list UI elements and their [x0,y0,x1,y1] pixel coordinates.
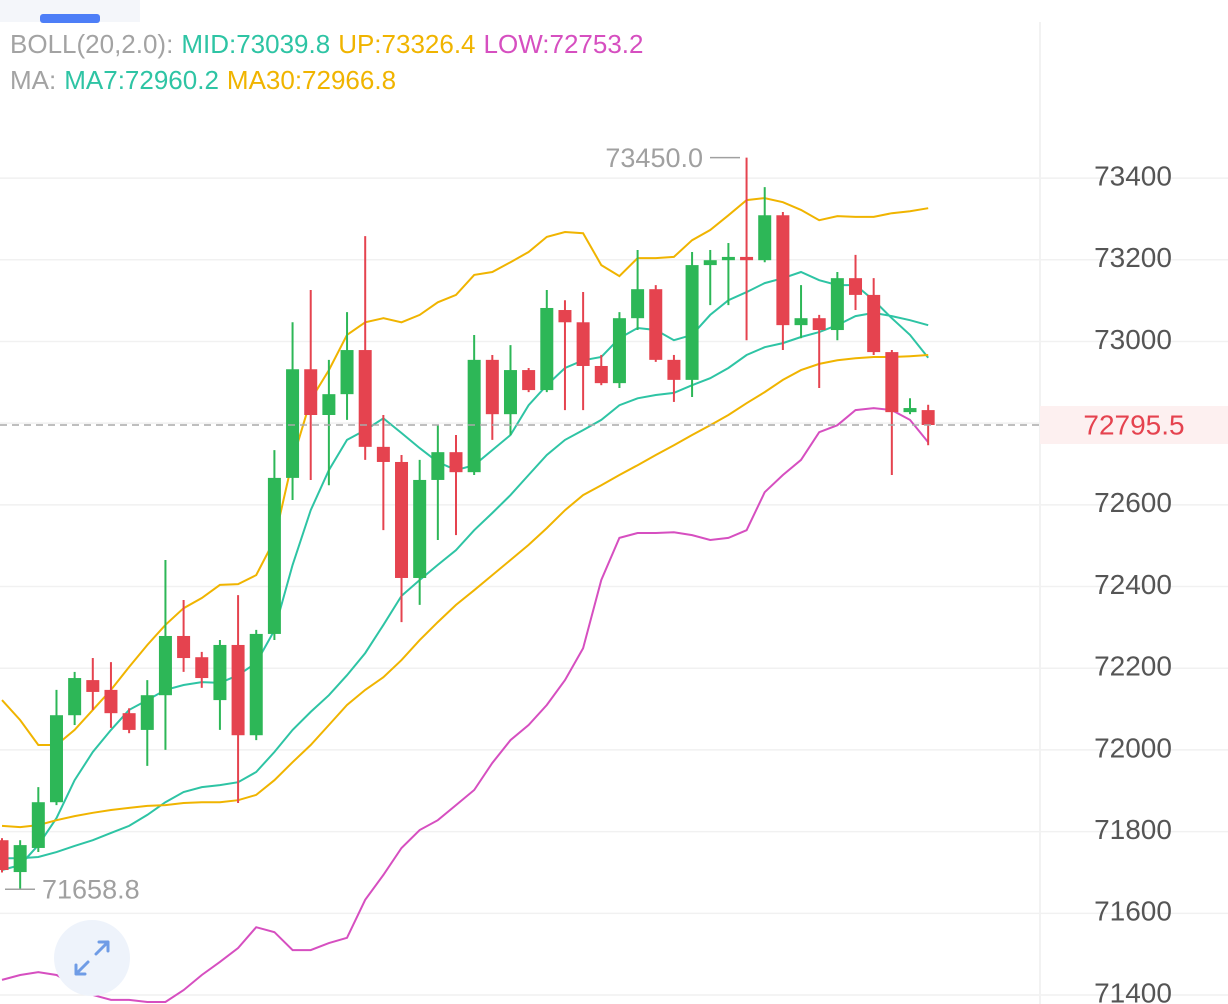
indicator-legend: BOLL(20,2.0): MID:73039.8 UP:73326.4 LOW:72… [10,26,651,98]
candle-body [31,802,45,848]
candle-body [849,278,863,295]
candle-body [0,840,9,871]
candle-body [540,307,554,391]
candle-body [195,657,209,679]
y-tick-label: 71800 [1094,814,1172,845]
indicator-line [2,311,929,860]
candle-body [721,256,735,261]
y-tick-label: 73200 [1094,242,1172,273]
candle-body [49,715,63,803]
candle-body [631,289,645,319]
candle-body [667,359,681,380]
top-tab-indicator[interactable] [40,14,100,23]
candle-body [830,278,844,331]
legend-group-label: MA: [10,65,57,95]
candle-body [358,350,372,447]
candle-body [685,265,699,380]
legend-entry: MID:73039.8 [181,29,331,59]
candle-body [376,446,390,462]
candle-body [921,410,935,426]
candle-body [13,845,27,873]
candle-body [340,350,354,395]
top-tab-area [0,0,140,22]
candle-body [594,365,608,384]
legend-entry: LOW:72753.2 [483,29,644,59]
grid: 7140071600718007200072200724007260072800… [0,160,1228,1004]
legend-row: MA: MA7:72960.2 MA30:72966.8 [10,62,651,98]
y-tick-label: 73400 [1094,160,1172,191]
indicator-line [1,270,929,871]
candle-body [86,680,100,692]
last-price-label: 72795.5 [1083,409,1184,440]
expand-icon[interactable] [74,940,110,976]
candle-body [395,461,409,578]
y-tick-label: 71400 [1094,977,1172,1004]
candle-body [68,678,82,716]
y-tick-label: 72400 [1094,569,1172,600]
min-marker-label: 71658.8 [42,874,140,904]
candle-body [903,408,917,413]
candle-body [867,294,881,353]
candle-body [703,260,717,266]
candle-body [431,452,445,480]
legend-row: BOLL(20,2.0): MID:73039.8 UP:73326.4 LOW:72… [10,26,651,62]
candle-body [885,352,899,413]
candle-body [485,359,499,415]
y-tick-label: 72600 [1094,487,1172,518]
candle-body [249,633,263,736]
candle-body [612,318,626,384]
candle-body [794,318,808,326]
candle-body [213,644,227,701]
candle-body [104,689,118,714]
candle-body [776,215,790,326]
y-tick-label: 71600 [1094,896,1172,927]
candle-body [231,644,245,736]
candles [0,157,935,890]
candle-body [740,256,754,261]
legend-entry: MA30:72966.8 [226,65,397,95]
last-price-box [1040,406,1228,445]
y-tick-label: 72000 [1094,732,1172,763]
candle-body [413,479,427,578]
y-tick-label: 72200 [1094,651,1172,682]
y-tick-label: 73000 [1094,324,1172,355]
price-labels: 73450.0 71658.8 72795.5 [0,143,1228,904]
candle-body [177,635,191,659]
candle-body [140,695,154,730]
expand-button[interactable] [54,920,130,996]
candle-body [558,310,572,323]
candle-body [449,452,463,473]
indicator-line [1,197,929,746]
candle-body [649,289,663,360]
max-marker-label: 73450.0 [605,143,703,173]
legend-entry: MA7:72960.2 [64,65,219,95]
candle-body [304,369,318,415]
indicator-line [1,407,929,1003]
expand-button-bg[interactable] [54,920,130,996]
candle-body [158,635,172,696]
candle-body [812,318,826,331]
indicator-line [1,354,929,829]
candle-body [122,713,136,730]
legend-entry: UP:73326.4 [338,29,476,59]
candle-body [758,215,772,261]
candle-body [286,369,300,478]
candle-body [576,322,590,366]
legend-group-label: BOLL(20,2.0): [10,29,174,59]
candle-body [467,359,481,473]
candle-body [267,477,281,634]
candle-body [322,394,336,415]
indicator-lines [1,197,929,1003]
candle-body [503,370,517,415]
candle-body [522,370,536,391]
